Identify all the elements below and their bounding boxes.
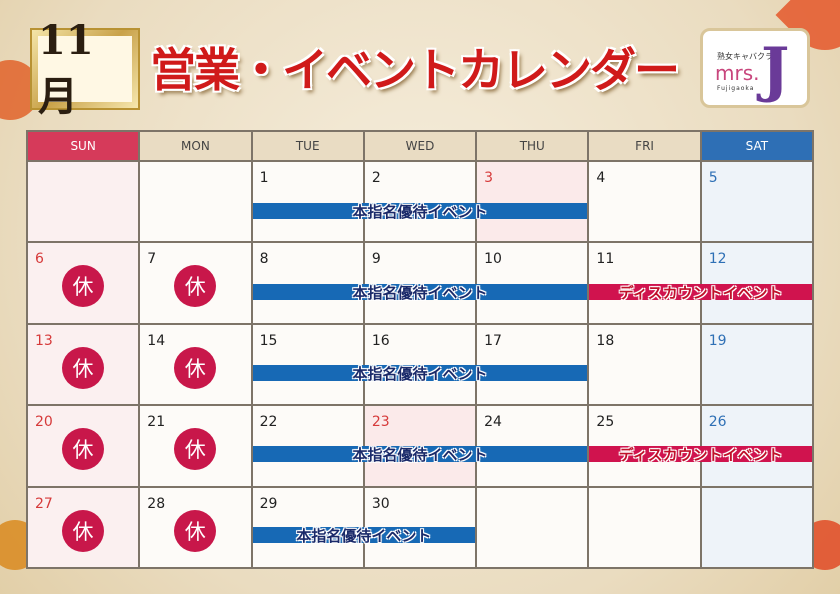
day-cell[interactable]: 13 休 <box>28 324 139 405</box>
day-cell[interactable]: 26 <box>701 406 812 486</box>
day-number: 8 <box>259 251 269 268</box>
event-bar[interactable]: 本指名優待イベント <box>252 445 588 464</box>
weekday-header-tue: TUE <box>252 132 363 160</box>
month-label: 11月 <box>38 17 132 120</box>
weekday-header-wed: WED <box>364 132 476 160</box>
day-cell[interactable]: 10 <box>477 243 588 323</box>
day-cell[interactable] <box>477 487 588 567</box>
day-cell[interactable]: 4 <box>589 162 700 242</box>
day-number: 14 <box>147 332 166 349</box>
day-number: 1 <box>259 170 269 186</box>
day-cell[interactable]: 2 <box>364 162 476 242</box>
day-cell[interactable]: 14 休 <box>140 324 251 405</box>
day-cell[interactable]: 22 <box>252 406 363 486</box>
day-number: 24 <box>484 414 502 431</box>
day-number: 15 <box>259 332 278 349</box>
day-number: 18 <box>596 332 615 349</box>
closed-badge: 休 <box>174 346 217 389</box>
day-cell[interactable]: 12 <box>701 243 812 323</box>
day-cell[interactable]: 15 <box>252 324 363 405</box>
event-bar[interactable]: ディスカウントイベント <box>589 283 812 302</box>
closed-badge: 休 <box>62 509 104 552</box>
day-number: 25 <box>596 414 615 431</box>
day-cell[interactable]: 1 <box>252 162 363 242</box>
day-cell[interactable]: 8 <box>252 243 363 323</box>
closed-badge: 休 <box>174 509 217 552</box>
day-cell[interactable]: 3 <box>477 162 588 242</box>
day-cell[interactable]: 19 <box>701 324 812 405</box>
day-number: 28 <box>147 495 166 512</box>
day-number: 26 <box>708 414 727 431</box>
weekday-header-fri: FRI <box>589 132 700 160</box>
page-title: 営業・イベントカレンダー <box>150 43 680 97</box>
day-cell[interactable]: 11 <box>589 243 700 323</box>
event-label: 本指名優待イベント <box>352 364 488 383</box>
event-bar[interactable]: ディスカウントイベント <box>589 445 812 464</box>
day-cell[interactable] <box>589 487 700 567</box>
day-number: 9 <box>371 251 381 268</box>
event-label: 本指名優待イベント <box>296 526 432 545</box>
day-number: 2 <box>371 170 381 186</box>
day-number: 23 <box>371 414 390 431</box>
day-number: 5 <box>708 170 718 186</box>
day-number: 21 <box>147 414 166 431</box>
day-cell[interactable]: 17 <box>477 324 588 405</box>
event-label: 本指名優待イベント <box>352 445 488 464</box>
closed-badge: 休 <box>174 265 217 308</box>
calendar-grid: SUN MON TUE WED THU FRI SAT 1 2 3 4 5 6 休 7 休 8 9 10 11 12 13… <box>26 130 814 569</box>
event-label: 本指名優待イベント <box>352 202 488 221</box>
day-cell[interactable]: 20 休 <box>28 406 139 486</box>
day-number: 13 <box>35 332 53 349</box>
day-number: 17 <box>484 332 502 349</box>
day-cell[interactable]: 23 <box>364 406 476 486</box>
day-number: 20 <box>35 414 53 431</box>
day-number: 22 <box>259 414 278 431</box>
day-number: 11 <box>596 251 615 268</box>
month-badge: 11月 <box>30 17 140 120</box>
day-cell[interactable]: 18 <box>589 324 700 405</box>
weekday-header-sun: SUN <box>28 132 139 160</box>
event-label: 本指名優待イベント <box>352 283 488 302</box>
day-cell[interactable]: 28 休 <box>140 487 251 567</box>
closed-badge: 休 <box>62 265 104 308</box>
day-number: 12 <box>708 251 727 268</box>
day-cell[interactable]: 9 <box>364 243 476 323</box>
event-bar[interactable]: 本指名優待イベント <box>252 526 476 545</box>
day-cell[interactable] <box>701 487 812 567</box>
event-label: ディスカウントイベント <box>618 445 783 464</box>
day-cell[interactable]: 25 <box>589 406 700 486</box>
closed-badge: 休 <box>174 428 217 471</box>
day-number: 27 <box>35 495 53 512</box>
day-cell[interactable]: 24 <box>477 406 588 486</box>
day-cell[interactable]: 27 休 <box>28 487 139 567</box>
weekday-header-sat: SAT <box>701 132 812 160</box>
day-number: 10 <box>484 251 502 268</box>
day-number: 19 <box>708 332 727 349</box>
event-bar[interactable]: 本指名優待イベント <box>252 202 588 221</box>
closed-badge: 休 <box>62 428 104 471</box>
day-cell[interactable]: 21 休 <box>140 406 251 486</box>
closed-badge: 休 <box>62 346 104 389</box>
weekday-header-thu: THU <box>477 132 588 160</box>
event-label: ディスカウントイベント <box>618 283 783 302</box>
event-bar[interactable]: 本指名優待イベント <box>252 364 588 383</box>
day-number: 29 <box>259 495 278 512</box>
day-number: 6 <box>35 251 44 268</box>
day-number: 3 <box>484 170 494 186</box>
day-cell[interactable] <box>140 162 251 242</box>
day-number: 7 <box>147 251 157 268</box>
day-number: 4 <box>596 170 606 186</box>
day-number: 30 <box>371 495 390 512</box>
event-bar[interactable]: 本指名優待イベント <box>252 283 588 302</box>
weekday-header-mon: MON <box>140 132 251 160</box>
day-cell[interactable]: 5 <box>701 162 812 242</box>
day-cell[interactable] <box>28 162 139 242</box>
day-cell[interactable]: 16 <box>364 324 476 405</box>
store-logo: 熟女キャバクラ mrs. Fujigaoka J <box>700 28 810 108</box>
day-number: 16 <box>371 332 390 349</box>
